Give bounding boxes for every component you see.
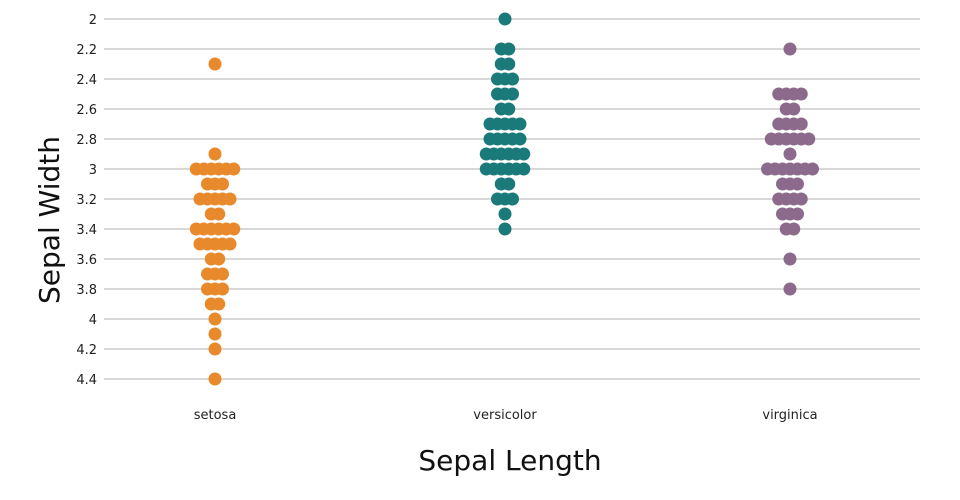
data-point-setosa <box>216 282 229 296</box>
data-point-versicolor <box>498 207 512 221</box>
data-point-virginica <box>787 222 801 236</box>
y-tick-label: 2 <box>89 13 97 28</box>
x-axis-categories: setosa versicolor virginica <box>194 408 818 423</box>
data-point-versicolor <box>513 117 527 131</box>
data-point-virginica <box>802 132 816 146</box>
data-point-virginica <box>794 192 808 206</box>
data-point-versicolor <box>498 222 512 236</box>
data-point-versicolor <box>517 162 531 176</box>
data-point-virginica <box>794 117 808 131</box>
data-point-versicolor <box>506 87 519 101</box>
data-point-virginica <box>783 252 797 266</box>
data-point-setosa <box>212 207 226 221</box>
data-point-setosa <box>216 267 229 281</box>
y-tick-label: 3.2 <box>76 193 97 208</box>
data-point-virginica <box>783 42 797 56</box>
data-point-versicolor <box>502 102 516 116</box>
data-point-setosa <box>227 162 241 176</box>
x-axis-title: Sepal Length <box>418 444 601 477</box>
data-point-versicolor <box>502 177 516 191</box>
data-point-setosa <box>223 237 237 251</box>
data-point-virginica <box>783 147 797 161</box>
x-category-label: setosa <box>194 408 237 423</box>
data-point-setosa <box>208 147 222 161</box>
data-point-virginica <box>791 207 804 221</box>
y-tick-label: 4 <box>89 313 97 328</box>
data-point-versicolor <box>502 57 516 71</box>
data-point-setosa <box>208 342 222 356</box>
data-point-virginica <box>806 162 819 176</box>
y-axis-title: Sepal Width <box>33 136 66 304</box>
data-point-setosa <box>208 327 222 341</box>
y-tick-label: 2.2 <box>76 43 97 58</box>
x-category-label: versicolor <box>473 408 537 423</box>
y-tick-label: 2.6 <box>76 103 97 118</box>
y-tick-label: 4.4 <box>76 373 97 388</box>
data-point-setosa <box>212 252 226 266</box>
data-point-setosa <box>223 192 237 206</box>
y-tick-label: 4.2 <box>76 343 97 358</box>
y-tick-label: 3.6 <box>76 253 97 268</box>
data-points <box>189 12 819 386</box>
data-point-setosa <box>212 297 226 311</box>
data-point-versicolor <box>498 12 512 26</box>
data-point-setosa <box>208 57 222 71</box>
data-point-virginica <box>794 87 808 101</box>
y-tick-label: 3.4 <box>76 223 97 238</box>
y-tick-label: 2.8 <box>76 133 97 148</box>
data-point-versicolor <box>517 147 531 161</box>
y-tick-label: 2.4 <box>76 73 97 88</box>
data-point-virginica <box>791 177 804 191</box>
y-axis-ticks: 2 2.2 2.4 2.6 2.8 3 3.2 3.4 3.6 3.8 4 4.2 4.4 <box>76 13 97 388</box>
data-point-setosa <box>208 312 222 326</box>
data-point-setosa <box>227 222 241 236</box>
data-point-versicolor <box>502 42 516 56</box>
data-point-virginica <box>787 102 801 116</box>
data-point-versicolor <box>506 72 519 86</box>
y-tick-label: 3.8 <box>76 283 97 298</box>
data-point-virginica <box>783 282 797 296</box>
y-tick-label: 3 <box>89 163 97 178</box>
data-point-versicolor <box>506 192 519 206</box>
data-point-setosa <box>216 177 229 191</box>
data-point-versicolor <box>513 132 527 146</box>
data-point-setosa <box>208 372 222 386</box>
x-category-label: virginica <box>762 408 817 423</box>
